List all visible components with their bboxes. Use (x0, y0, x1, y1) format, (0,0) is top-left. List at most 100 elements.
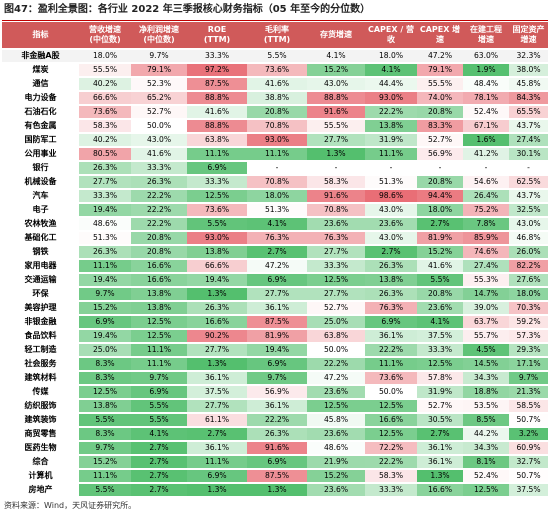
metric-cell: 57.3% (509, 330, 548, 342)
metric-cell: 20.8% (131, 232, 187, 244)
metric-cell: 1.3% (417, 470, 463, 482)
table-header: 指标 营收增速 (中位数) 净利润增速 (中位数) ROE (TTM) 毛利率 (TTM… (2, 22, 548, 48)
metric-cell: 16.6% (365, 414, 417, 426)
metric-cell: 76.3% (247, 232, 307, 244)
industry-name: 有色金属 (24, 121, 57, 130)
metric-cell: 6.9% (131, 386, 187, 398)
metric-cell: 66.6% (79, 92, 131, 104)
metric-cell: 65.5% (509, 106, 548, 118)
metric-cell: 2.7% (417, 218, 463, 230)
metric-cell: 16.6% (131, 260, 187, 272)
industry-name: 钢铁 (32, 247, 49, 256)
metric-cell: 93.0% (247, 134, 307, 146)
metric-cell: 88.8% (187, 120, 247, 132)
metric-cell: 41.6% (131, 148, 187, 160)
table-row: 国防军工 40.2% 43.0% 63.8% 93.0% 27.7% 31.9% 52.7% 1… (2, 134, 548, 146)
metric-cell: 11.1% (79, 260, 131, 272)
metric-cell: 5.5% (79, 484, 131, 496)
header-cell: 指标 (32, 30, 49, 39)
metric-cell: 45.8% (509, 78, 548, 90)
table-row: 电子 19.4% 22.2% 73.6% 51.3% 70.8% 43.0% 18.0% 75.… (2, 204, 548, 216)
metric-cell: 37.5% (417, 330, 463, 342)
metric-cell: 70.8% (307, 204, 365, 216)
metric-cell: 11.1% (365, 148, 417, 160)
metric-cell: 74.0% (417, 92, 463, 104)
metric-cell: 70.3% (509, 302, 548, 314)
metric-cell: 2.7% (365, 246, 417, 258)
metric-cell: 57.8% (417, 372, 463, 384)
table-row: 商贸零售 8.3% 4.1% 2.7% 26.3% 23.6% 12.5% 2.7% 44.2%… (2, 428, 548, 440)
metric-cell: 23.6% (307, 428, 365, 440)
metric-cell: 27.7% (247, 288, 307, 300)
header-cell: 固定资产 增速 (512, 25, 545, 44)
metric-cell: 58.5% (509, 400, 548, 412)
metric-cell: 8.3% (79, 428, 131, 440)
metric-cell: 54.6% (463, 176, 509, 188)
metric-cell: 76.3% (307, 232, 365, 244)
metric-cell: 27.7% (187, 400, 247, 412)
metric-cell: 27.4% (463, 260, 509, 272)
metric-cell: 12.5% (307, 400, 365, 412)
metric-cell: 55.5% (417, 78, 463, 90)
metric-cell: 88.8% (307, 92, 365, 104)
metric-cell: 83.3% (417, 120, 463, 132)
metric-cell: 9.7% (509, 372, 548, 384)
metric-cell: 5.5% (417, 274, 463, 286)
metric-cell: - (509, 162, 548, 174)
metric-cell: 47.2% (307, 372, 365, 384)
metric-cell: 91.6% (307, 106, 365, 118)
table-row: 银行 26.3% 33.3% 6.9% - - - - - - (2, 162, 548, 174)
metric-cell: 37.5% (187, 386, 247, 398)
metric-cell: 16.6% (417, 484, 463, 496)
metric-cell: 14.5% (463, 358, 509, 370)
metric-cell: 65.2% (131, 92, 187, 104)
table-row: 计算机 11.1% 2.7% 6.9% 87.5% 15.2% 58.3% 1.3% 52.4%… (2, 470, 548, 482)
metric-cell: - (417, 162, 463, 174)
metric-cell: 75.2% (463, 204, 509, 216)
metric-cell: 26.3% (187, 302, 247, 314)
metric-cell: 29.3% (509, 344, 548, 356)
metric-cell: 2.7% (247, 246, 307, 258)
metric-cell: 62.5% (509, 176, 548, 188)
metric-cell: 87.5% (187, 78, 247, 90)
metric-cell: 60.9% (509, 442, 548, 454)
header-cell: CAPEX 增速 (419, 25, 461, 44)
metric-cell: 19.4% (79, 274, 131, 286)
metric-cell: 33.3% (131, 162, 187, 174)
metric-cell: 63.0% (463, 50, 509, 62)
metric-cell: 81.9% (247, 330, 307, 342)
table-row: 非银金融 6.9% 12.5% 16.6% 87.5% 25.0% 6.9% 4.1% 63.7… (2, 316, 548, 328)
industry-name: 农林牧渔 (24, 219, 57, 228)
metric-cell: 40.2% (79, 78, 131, 90)
metric-cell: 34.3% (463, 372, 509, 384)
metric-cell: - (463, 162, 509, 174)
metric-cell: 5.5% (131, 414, 187, 426)
metric-cell: 18.0% (365, 50, 417, 62)
metric-cell: 27.7% (307, 134, 365, 146)
industry-name: 食品饮料 (24, 331, 57, 340)
metric-cell: 76.3% (365, 302, 417, 314)
metric-cell: 50.7% (509, 470, 548, 482)
metric-cell: 2.7% (187, 428, 247, 440)
metric-cell: 6.9% (247, 456, 307, 468)
metric-cell: 5.5% (131, 400, 187, 412)
metric-cell: 22.2% (247, 414, 307, 426)
metric-cell: 33.3% (79, 190, 131, 202)
metric-cell: 20.8% (131, 246, 187, 258)
metric-cell: 5.5% (187, 218, 247, 230)
metric-cell: 8.3% (79, 358, 131, 370)
industry-name: 综合 (32, 457, 49, 466)
metric-cell: 11.1% (79, 470, 131, 482)
metric-cell: 12.5% (417, 358, 463, 370)
table-row: 交通运输 19.4% 16.6% 19.4% 6.9% 12.5% 13.8% 5.5% 55.… (2, 274, 548, 286)
metric-cell: 6.9% (365, 316, 417, 328)
metric-cell: 4.1% (307, 50, 365, 62)
metric-cell: 18.0% (417, 204, 463, 216)
metric-cell: 20.8% (417, 176, 463, 188)
metric-cell: 6.9% (187, 470, 247, 482)
metric-cell: 31.9% (417, 386, 463, 398)
industry-name: 石油石化 (24, 107, 57, 116)
metric-cell: 46.8% (509, 232, 548, 244)
metric-cell: 37.5% (509, 484, 548, 496)
industry-name: 非金融A股 (2, 50, 79, 62)
